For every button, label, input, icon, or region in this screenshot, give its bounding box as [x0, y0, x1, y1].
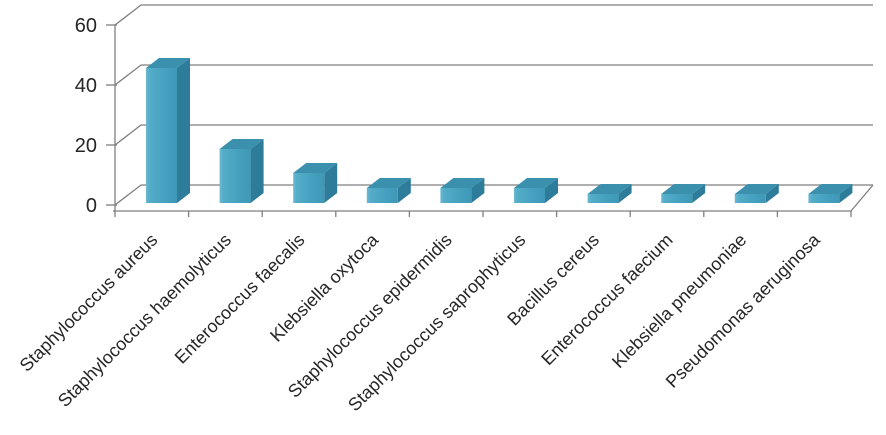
bar-6 [514, 178, 558, 203]
bar-side-face [765, 184, 779, 203]
bar-5 [440, 178, 485, 203]
bar-front-face [514, 188, 545, 203]
y-axis-tick-label: 60 [75, 15, 97, 37]
y-axis-tick-label: 0 [86, 195, 97, 217]
bar-top-face [734, 184, 779, 194]
bar-front-face [219, 149, 251, 203]
bar-top-face [808, 184, 853, 194]
bar-8 [661, 184, 706, 203]
bar-front-face [366, 188, 398, 203]
bar-front-face [440, 188, 472, 203]
bar-top-face [440, 178, 485, 188]
floor-right-edge [850, 184, 874, 212]
bar-front-face [661, 194, 693, 203]
bar-front-face [808, 194, 840, 203]
bar-side-face [839, 184, 853, 203]
bar-front-face [734, 194, 766, 203]
bar-top-face [293, 163, 338, 173]
bar-side-face [618, 184, 632, 203]
bar-1 [146, 58, 190, 203]
bar-side-face [471, 178, 485, 203]
bar-top-face [146, 58, 190, 68]
gridline-elbow [114, 64, 142, 86]
bar-front-face [587, 194, 619, 203]
bar-front-face [146, 68, 177, 203]
bar-side-face [397, 178, 411, 203]
bar-top-face [514, 178, 558, 188]
bar-front-face [293, 173, 325, 203]
bar-side-face [692, 184, 706, 203]
bar-9 [734, 184, 779, 203]
y-axis-tick-label: 40 [75, 75, 97, 97]
bar-side-face [324, 163, 338, 203]
bar-top-face [587, 184, 632, 194]
bar-2 [219, 139, 264, 203]
y-axis-tick-label: 20 [75, 135, 97, 157]
bar-top-face [661, 184, 706, 194]
bar-7 [587, 184, 632, 203]
bar-4 [366, 178, 411, 203]
bar-side-face [177, 58, 190, 203]
bar-top-face [366, 178, 411, 188]
bar-side-face [250, 139, 264, 203]
bar-10 [808, 184, 853, 203]
bar-top-face [219, 139, 264, 149]
gridline-elbow [114, 4, 142, 26]
gridline-elbow [114, 124, 142, 146]
gridline-elbow [114, 184, 142, 206]
bar-3 [293, 163, 338, 203]
bar-side-face [545, 178, 558, 203]
